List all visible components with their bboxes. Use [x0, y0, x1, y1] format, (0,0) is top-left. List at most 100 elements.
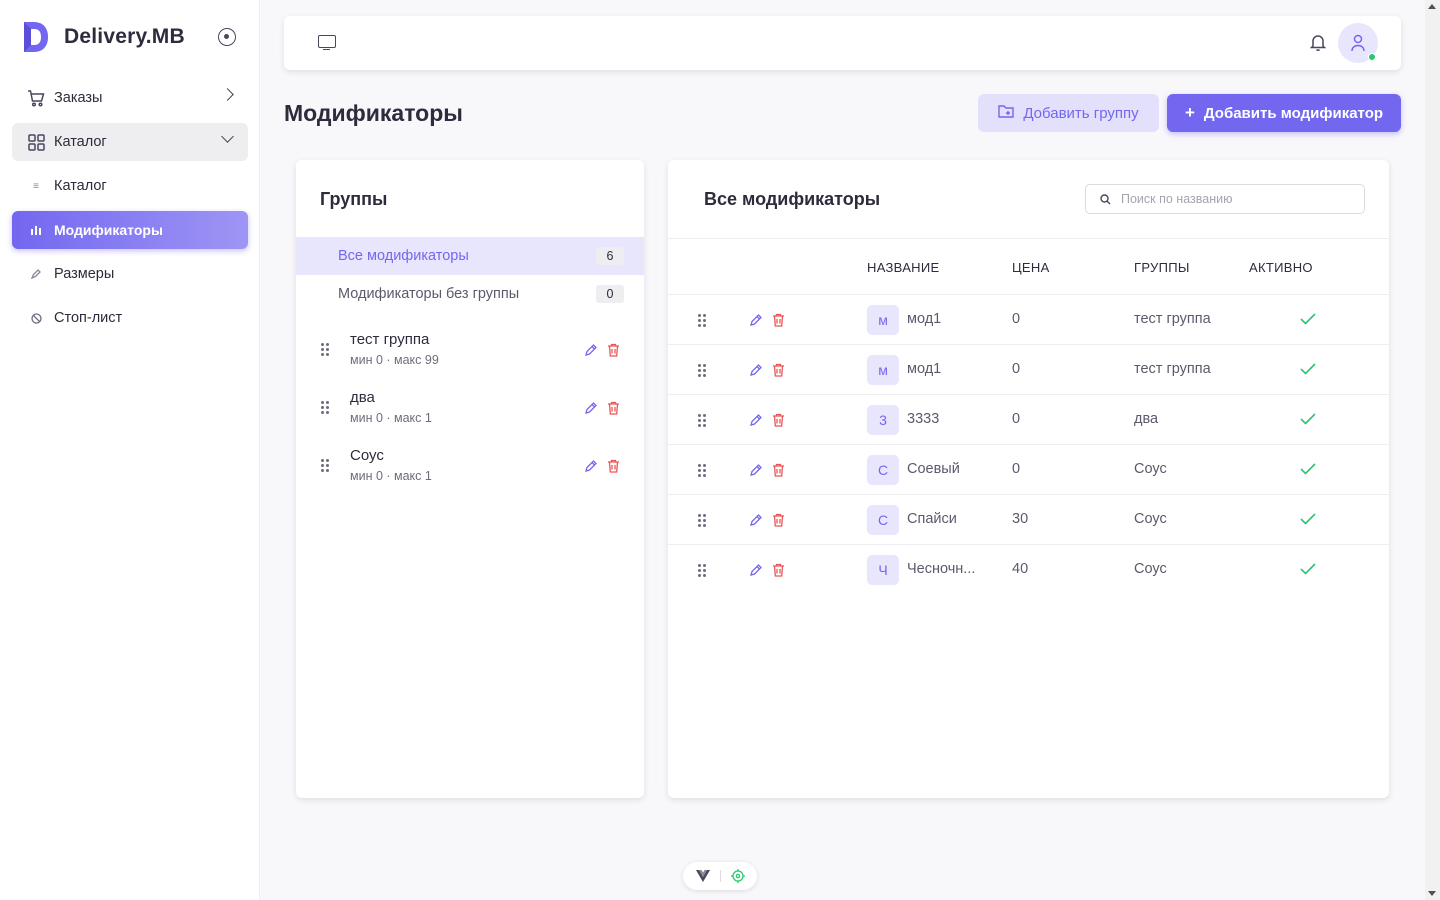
bell-icon[interactable]	[1310, 33, 1326, 51]
chevron-right-icon	[221, 88, 234, 101]
group-name: два	[350, 389, 375, 406]
page-scrollbar[interactable]	[1425, 0, 1440, 900]
filter-label: Все модификаторы	[338, 248, 469, 264]
drag-handle-icon[interactable]	[321, 343, 329, 356]
logo-icon	[24, 22, 48, 52]
modifier-initial-badge: 3	[867, 405, 899, 435]
vue-logo-icon[interactable]	[695, 870, 710, 882]
sidebar-item-catalog[interactable]: Каталог	[12, 123, 248, 161]
folder-plus-icon	[998, 103, 1015, 123]
drag-handle-icon[interactable]	[698, 464, 706, 477]
monitor-icon[interactable]	[318, 35, 336, 50]
modifier-group: Соус	[1134, 461, 1167, 477]
search-box[interactable]	[1085, 184, 1365, 214]
drag-handle-icon[interactable]	[698, 414, 706, 427]
modifier-price: 30	[1012, 511, 1029, 527]
drag-handle-icon[interactable]	[698, 564, 706, 577]
table-row[interactable]: Ч Чесночн... 40 Соус	[668, 545, 1389, 595]
edit-icon[interactable]	[749, 513, 763, 527]
list-icon: ≡	[33, 180, 39, 192]
modifiers-title: Все модификаторы	[704, 189, 881, 209]
drag-handle-icon[interactable]	[698, 314, 706, 327]
trash-icon[interactable]	[772, 563, 785, 577]
brand-name: Delivery.MB	[64, 25, 185, 48]
sidebar-subitem-modifiers[interactable]: Модификаторы	[12, 211, 248, 249]
table-row[interactable]: 3 3333 0 два	[668, 395, 1389, 445]
target-icon[interactable]	[730, 869, 745, 883]
scroll-down-arrow-icon[interactable]	[1428, 891, 1436, 896]
modifier-group: Соус	[1134, 561, 1167, 577]
drag-handle-icon[interactable]	[698, 514, 706, 527]
group-item[interactable]: тест группа мин 0 · макс 99	[296, 325, 644, 375]
top-navbar	[284, 16, 1401, 70]
trash-icon[interactable]	[607, 343, 620, 357]
grid-icon	[26, 133, 46, 151]
column-header-price[interactable]: ЦЕНА	[1012, 260, 1050, 275]
group-name: тест группа	[350, 331, 430, 348]
user-icon	[1351, 34, 1365, 52]
group-item[interactable]: два мин 0 · макс 1	[296, 383, 644, 433]
column-header-active[interactable]: АКТИВНО	[1249, 260, 1313, 275]
devtools-toolbar[interactable]	[683, 862, 757, 890]
modifier-group: тест группа	[1134, 361, 1211, 377]
trash-icon[interactable]	[607, 401, 620, 415]
check-icon	[1300, 563, 1316, 575]
drag-handle-icon[interactable]	[321, 401, 329, 414]
group-name: Соус	[350, 447, 384, 464]
table-row[interactable]: С Спайси 30 Соус	[668, 495, 1389, 545]
sidebar: Delivery.MB Заказы Каталог ≡ Каталог Мод…	[0, 0, 260, 900]
filter-no-group[interactable]: Модификаторы без группы 0	[296, 275, 644, 313]
group-meta: мин 0 · макс 99	[350, 353, 439, 367]
modifier-price: 0	[1012, 411, 1021, 427]
page-title: Модификаторы	[284, 100, 463, 126]
sidebar-item-label: Модификаторы	[54, 222, 163, 238]
table-row[interactable]: С Соевый 0 Соус	[668, 445, 1389, 495]
modifier-price: 0	[1012, 361, 1021, 377]
trash-icon[interactable]	[772, 513, 785, 527]
add-modifier-button[interactable]: + Добавить модификатор	[1167, 94, 1401, 132]
modifier-name: мод1	[907, 311, 942, 327]
edit-icon[interactable]	[749, 413, 763, 427]
ban-icon	[26, 312, 46, 324]
drag-handle-icon[interactable]	[698, 364, 706, 377]
table-row[interactable]: м мод1 0 тест группа	[668, 295, 1389, 345]
modifier-price: 40	[1012, 561, 1029, 577]
sliders-icon	[26, 225, 46, 235]
edit-icon[interactable]	[749, 313, 763, 327]
brand[interactable]: Delivery.MB	[22, 20, 185, 54]
modifier-initial-badge: Ч	[867, 555, 899, 585]
modifier-group: два	[1134, 411, 1159, 427]
edit-icon[interactable]	[749, 463, 763, 477]
edit-icon[interactable]	[584, 343, 598, 357]
sidebar-item-stop-list[interactable]: Стоп-лист	[12, 299, 248, 337]
table-row[interactable]: м мод1 0 тест группа	[668, 345, 1389, 395]
edit-icon[interactable]	[749, 363, 763, 377]
trash-icon[interactable]	[607, 459, 620, 473]
trash-icon[interactable]	[772, 413, 785, 427]
pin-sidebar-icon[interactable]	[218, 28, 236, 46]
avatar[interactable]	[1338, 23, 1378, 63]
search-input[interactable]	[1121, 192, 1351, 206]
edit-icon[interactable]	[749, 563, 763, 577]
sidebar-subitem-catalog[interactable]: ≡ Каталог	[12, 167, 248, 205]
column-header-groups[interactable]: ГРУППЫ	[1134, 260, 1190, 275]
count-badge: 0	[596, 285, 624, 303]
drag-handle-icon[interactable]	[321, 459, 329, 472]
group-item[interactable]: Соус мин 0 · макс 1	[296, 441, 644, 491]
edit-icon[interactable]	[584, 459, 598, 473]
modifier-name: 3333	[907, 411, 940, 427]
add-group-label: Добавить группу	[1023, 104, 1139, 122]
filter-all-modifiers[interactable]: Все модификаторы 6	[296, 237, 644, 275]
modifier-initial-badge: С	[867, 505, 899, 535]
group-meta: мин 0 · макс 1	[350, 469, 432, 483]
column-header-name[interactable]: НАЗВАНИЕ	[867, 260, 940, 275]
scroll-up-arrow-icon[interactable]	[1428, 4, 1436, 9]
edit-icon[interactable]	[584, 401, 598, 415]
trash-icon[interactable]	[772, 463, 785, 477]
sidebar-item-orders[interactable]: Заказы	[12, 79, 248, 117]
trash-icon[interactable]	[772, 363, 785, 377]
add-group-button[interactable]: Добавить группу	[978, 94, 1159, 132]
sidebar-subitem-sizes[interactable]: Размеры	[12, 255, 248, 293]
groups-card: Группы Все модификаторы 6 Модификаторы б…	[296, 160, 644, 798]
trash-icon[interactable]	[772, 313, 785, 327]
